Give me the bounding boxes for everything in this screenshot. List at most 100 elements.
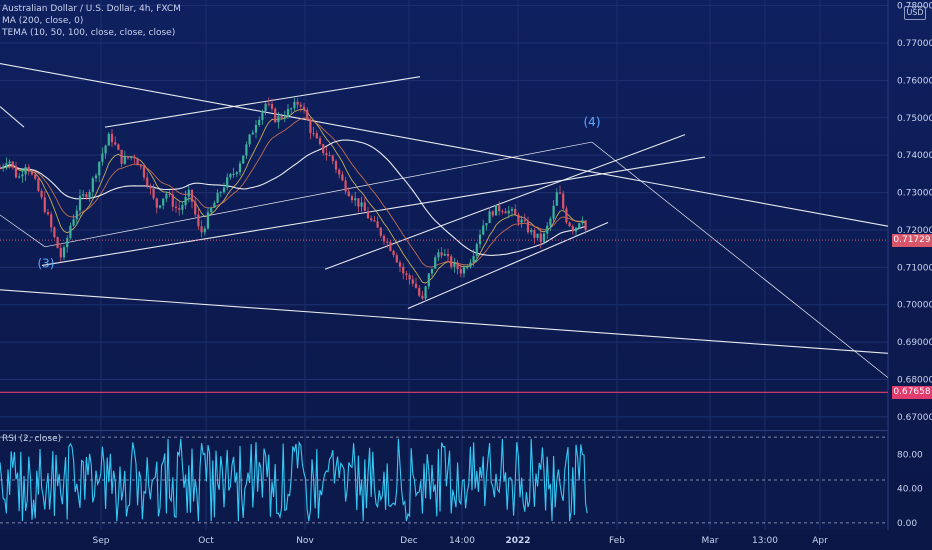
rsi-tick-label: 80.00 xyxy=(897,450,923,460)
trendlines[interactable] xyxy=(0,63,889,378)
time-tick-label: 13:00 xyxy=(752,536,778,546)
candle-body xyxy=(453,262,456,267)
currency-badge[interactable]: USD xyxy=(904,6,926,20)
candle-body xyxy=(30,171,34,175)
time-tick-label: Mar xyxy=(702,536,719,546)
candle-body xyxy=(184,196,187,206)
candle-body xyxy=(578,223,581,228)
candle-body xyxy=(344,180,347,192)
trendline xyxy=(104,76,421,128)
candle-body xyxy=(75,210,78,220)
candle-body xyxy=(40,190,43,198)
time-tick-label: Oct xyxy=(198,536,214,546)
price-tick-label: 0.74000 xyxy=(897,151,932,161)
tema-fast-line xyxy=(0,108,586,284)
candle-body xyxy=(0,168,2,170)
price-tick-label: 0.67000 xyxy=(897,413,932,423)
candle-body xyxy=(174,206,178,209)
candle-body xyxy=(574,227,578,232)
candle-body xyxy=(430,268,434,274)
rsi-legend[interactable]: RSI (2, close) xyxy=(2,434,62,444)
candle-body xyxy=(235,172,238,174)
candle-body xyxy=(238,163,242,173)
candle-body xyxy=(168,193,171,195)
wave-label: (3) xyxy=(38,256,55,270)
candle-body xyxy=(293,101,296,109)
rsi-pane xyxy=(0,436,888,524)
candle-body xyxy=(2,166,5,169)
candle-body xyxy=(478,234,482,245)
price-tick-label: 0.70000 xyxy=(897,301,932,311)
candle-body xyxy=(232,173,235,175)
horizontal-levels xyxy=(0,239,888,393)
candle-body xyxy=(69,225,72,239)
candle-body xyxy=(126,156,130,159)
candle-body xyxy=(158,205,162,208)
price-axis[interactable]: 0.780000.770000.760000.750000.740000.730… xyxy=(897,2,932,529)
candle-body xyxy=(386,241,389,243)
price-tick-label: 0.72000 xyxy=(897,226,932,236)
trendline xyxy=(0,106,25,128)
candle-body xyxy=(181,205,184,210)
candle-body xyxy=(427,273,430,287)
candle-body xyxy=(466,267,469,269)
candle-body xyxy=(555,192,558,206)
candle-body xyxy=(270,103,274,109)
candle-body xyxy=(363,202,366,212)
candle-body xyxy=(203,228,206,233)
candle-body xyxy=(568,222,571,227)
candle-body xyxy=(549,218,552,226)
candle-body xyxy=(267,103,270,105)
candle-body xyxy=(338,169,341,175)
candle-body xyxy=(523,219,526,222)
candle-body xyxy=(78,195,82,211)
candle-body xyxy=(456,262,459,270)
candle-body xyxy=(373,220,376,222)
candlesticks xyxy=(0,97,587,302)
candle-body xyxy=(82,194,85,196)
tema-slow-line xyxy=(0,117,586,268)
candle-body xyxy=(498,205,501,212)
candle-body xyxy=(565,208,568,223)
candle-body xyxy=(482,225,485,235)
candle-body xyxy=(37,178,40,191)
candle-body xyxy=(222,187,226,193)
candle-body xyxy=(539,233,542,243)
trendline xyxy=(591,141,889,378)
candle-body xyxy=(107,133,110,146)
trendline xyxy=(324,134,686,270)
candle-body xyxy=(229,174,232,178)
candle-body xyxy=(123,156,126,164)
candle-body xyxy=(360,202,363,207)
candle-body xyxy=(139,165,142,167)
candle-body xyxy=(562,193,565,209)
candle-body xyxy=(395,255,398,263)
candle-body xyxy=(251,132,254,135)
candle-body xyxy=(488,211,491,224)
time-tick-label: Sep xyxy=(93,536,110,546)
candle-body xyxy=(475,244,478,256)
candle-body xyxy=(354,198,357,201)
indicator-lines xyxy=(0,108,586,284)
candle-body xyxy=(299,104,302,107)
ma-legend[interactable]: MA (200, close, 0) xyxy=(2,16,84,26)
time-axis[interactable]: Sep Oct Nov Dec 14:00 2022 Feb Mar 13:00 Apr xyxy=(93,536,829,546)
candle-body xyxy=(261,111,264,120)
tema-legend[interactable]: TEMA (10, 50, 100, close, close, close) xyxy=(2,28,176,38)
candle-body xyxy=(34,174,37,179)
candle-body xyxy=(558,192,562,194)
candle-body xyxy=(245,144,248,156)
symbol-title: Australian Dollar / U.S. Dollar, 4h, FXC… xyxy=(2,4,181,14)
candle-body xyxy=(280,115,283,119)
candle-body xyxy=(91,178,94,192)
candle-body xyxy=(210,207,213,213)
candle-body xyxy=(178,208,181,210)
candle-body xyxy=(446,253,450,257)
candle-body xyxy=(94,175,98,179)
candle-body xyxy=(27,167,30,172)
candle-body xyxy=(434,257,437,269)
candle-body xyxy=(414,283,418,288)
price-tick-label: 0.68000 xyxy=(897,376,932,386)
